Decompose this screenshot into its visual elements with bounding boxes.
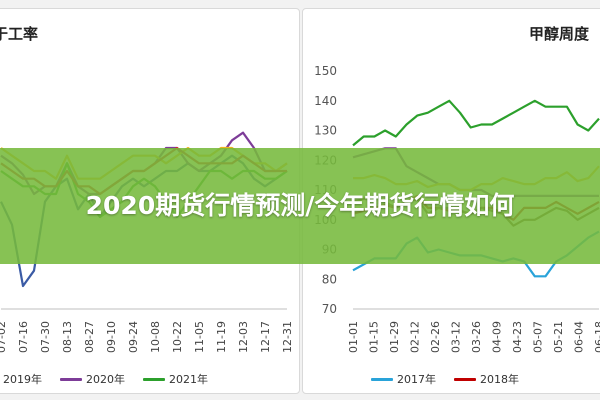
y-tick-label: 150 (314, 64, 337, 78)
legend-swatch (143, 377, 165, 381)
legend-label: 2021年 (169, 373, 208, 386)
x-tick-label: 02-26 (429, 321, 442, 353)
x-tick-label: 07-30 (39, 321, 52, 353)
x-tick-label: 05-21 (552, 321, 565, 353)
x-tick-label: 05-07 (532, 321, 545, 353)
legend-item[interactable]: 2021年 (143, 371, 208, 387)
x-tick-label: 10-22 (171, 321, 184, 353)
x-tick-label: 01-15 (368, 321, 381, 353)
legend-label: 2019年 (3, 373, 42, 386)
legend-swatch (454, 377, 476, 381)
legend-item[interactable]: 2020年 (60, 371, 125, 387)
x-tick-label: 12-03 (237, 321, 250, 353)
x-tick-label: 12-31 (281, 321, 294, 353)
chart-title-right: 甲醇周度 (529, 25, 590, 43)
legend-left: 2019年 2020年 2021年 (0, 371, 208, 387)
chart-title-left: 于工率 (0, 25, 39, 43)
legend-right: 2017年 2018年 (371, 371, 519, 387)
x-tick-label: 07-16 (17, 321, 30, 353)
x-tick-label: 08-27 (83, 321, 96, 353)
legend-swatch (60, 377, 82, 381)
x-tick-label: 11-05 (193, 321, 206, 353)
x-tick-label: 09-10 (105, 321, 118, 353)
x-tick-label: 06-18 (593, 321, 600, 353)
x-tick-label: 08-13 (61, 321, 74, 353)
legend-label: 2020年 (86, 373, 125, 386)
banner-title[interactable]: 2020期货行情预测/今年期货行情如何 (85, 191, 515, 220)
x-tick-label: 06-04 (573, 321, 586, 353)
legend-swatch (371, 377, 393, 381)
y-tick-label: 130 (314, 124, 337, 138)
x-tick-label: 10-08 (149, 321, 162, 353)
legend-label: 2017年 (397, 373, 436, 386)
legend-label: 2018年 (480, 373, 519, 386)
legend-item[interactable]: 2018年 (454, 371, 519, 387)
x-tick-label: 03-12 (450, 321, 463, 353)
y-tick-label: 80 (322, 272, 337, 286)
series-line-0 (352, 99, 600, 147)
x-tick-label: 12-17 (259, 321, 272, 353)
x-tick-label: 01-01 (347, 321, 360, 353)
x-tick-label: 01-29 (388, 321, 401, 353)
x-tick-label: 04-09 (491, 321, 504, 353)
y-tick-label: 140 (314, 94, 337, 108)
x-tick-label: 03-26 (470, 321, 483, 353)
x-tick-label: 11-19 (215, 321, 228, 353)
x-tick-label: 07-02 (0, 321, 8, 353)
legend-item[interactable]: 2019年 (0, 371, 42, 387)
x-tick-label: 04-23 (511, 321, 524, 353)
x-tick-label: 09-24 (127, 321, 140, 353)
legend-item[interactable]: 2017年 (371, 371, 436, 387)
y-tick-label: 70 (322, 302, 337, 316)
title-banner: 2020期货行情预测/今年期货行情如何 (0, 148, 600, 264)
x-tick-label: 02-12 (409, 321, 422, 353)
